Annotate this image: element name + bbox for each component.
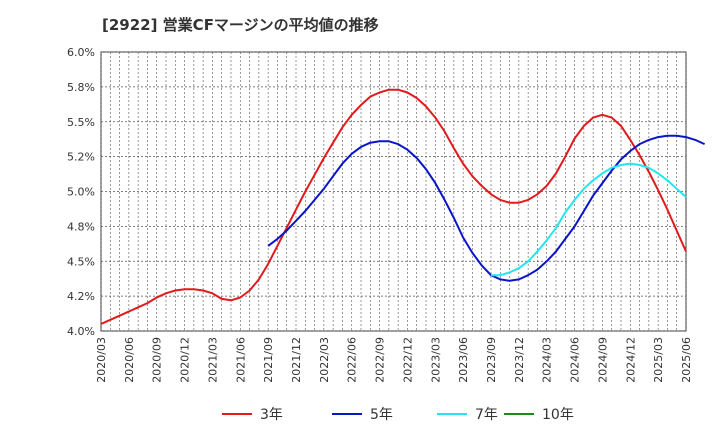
- x-tick-label: 2022/09: [374, 337, 387, 383]
- grid: [100, 51, 687, 332]
- legend-label-2: 7年: [475, 407, 498, 423]
- x-tick-label: 2021/09: [262, 337, 275, 383]
- y-axis-ticks: 4.0% 4.2% 4.5% 4.8% 5.0% 5.2% 5.5% 5.8% 6.0%: [67, 46, 95, 338]
- legend-label-1: 5年: [370, 407, 393, 423]
- x-tick-label: 2024/12: [624, 337, 637, 383]
- y-tick-label: 4.5%: [67, 255, 95, 268]
- series-lines: [100, 88, 706, 325]
- x-tick-label: 2023/03: [429, 337, 442, 383]
- x-tick-label: 2022/06: [346, 337, 359, 383]
- legend: 3年 5年 7年 10年: [222, 407, 574, 423]
- x-tick-label: 2021/03: [206, 337, 219, 383]
- x-tick-label: 2021/12: [290, 337, 303, 383]
- legend-label-3: 10年: [542, 407, 574, 423]
- x-tick-label: 2025/06: [680, 337, 693, 383]
- y-tick-label: 6.0%: [67, 46, 95, 59]
- x-tick-label: 2023/06: [457, 337, 470, 383]
- x-axis-ticks: 2020/03 2020/06 2020/09 2020/12 2021/03 2021/…: [95, 337, 693, 383]
- x-tick-label: 2025/03: [652, 337, 665, 383]
- series-line-0: [100, 88, 687, 325]
- x-tick-label: 2020/03: [95, 337, 108, 383]
- x-tick-label: 2024/03: [541, 337, 554, 383]
- x-tick-label: 2022/03: [318, 337, 331, 383]
- chart-title: [2922] 営業CFマージンの平均値の推移: [102, 16, 379, 34]
- x-tick-label: 2022/12: [401, 337, 414, 383]
- y-tick-label: 4.0%: [67, 325, 95, 338]
- x-tick-label: 2021/06: [234, 337, 247, 383]
- legend-label-0: 3年: [260, 407, 283, 423]
- y-tick-label: 4.2%: [67, 290, 95, 303]
- x-tick-label: 2020/12: [179, 337, 192, 383]
- y-tick-label: 5.8%: [67, 81, 95, 94]
- y-tick-label: 5.5%: [67, 116, 95, 129]
- x-tick-label: 2024/09: [596, 337, 609, 383]
- y-tick-label: 4.8%: [67, 220, 95, 233]
- y-tick-label: 5.0%: [67, 186, 95, 199]
- series-line-1: [267, 134, 706, 282]
- x-tick-label: 2020/09: [151, 337, 164, 383]
- x-tick-label: 2020/06: [123, 337, 136, 383]
- series-line-2: [491, 162, 687, 277]
- x-tick-label: 2023/09: [485, 337, 498, 383]
- x-tick-label: 2023/12: [513, 337, 526, 383]
- x-tick-label: 2024/06: [569, 337, 582, 383]
- y-tick-label: 5.2%: [67, 151, 95, 164]
